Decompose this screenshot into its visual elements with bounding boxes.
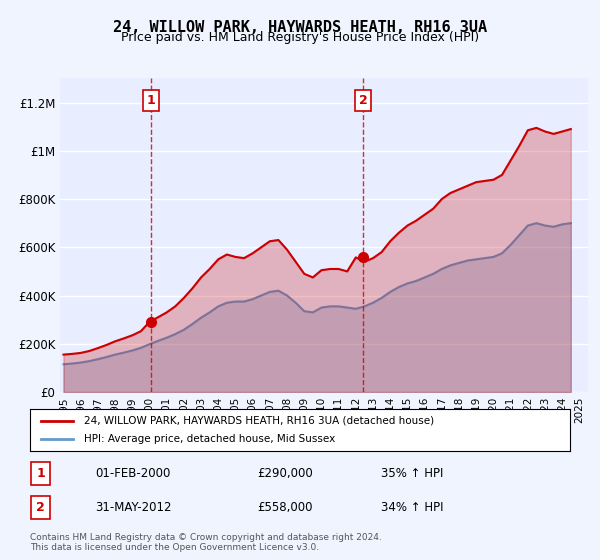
Text: 24, WILLOW PARK, HAYWARDS HEATH, RH16 3UA: 24, WILLOW PARK, HAYWARDS HEATH, RH16 3U… — [113, 20, 487, 35]
Text: 1: 1 — [146, 94, 155, 107]
Text: 24, WILLOW PARK, HAYWARDS HEATH, RH16 3UA (detached house): 24, WILLOW PARK, HAYWARDS HEATH, RH16 3U… — [84, 416, 434, 426]
Text: This data is licensed under the Open Government Licence v3.0.: This data is licensed under the Open Gov… — [30, 543, 319, 552]
Text: HPI: Average price, detached house, Mid Sussex: HPI: Average price, detached house, Mid … — [84, 434, 335, 444]
Text: Contains HM Land Registry data © Crown copyright and database right 2024.: Contains HM Land Registry data © Crown c… — [30, 533, 382, 542]
Text: £290,000: £290,000 — [257, 467, 313, 480]
Text: 31-MAY-2012: 31-MAY-2012 — [95, 501, 172, 514]
Text: Price paid vs. HM Land Registry's House Price Index (HPI): Price paid vs. HM Land Registry's House … — [121, 31, 479, 44]
Text: 1: 1 — [37, 467, 45, 480]
Text: 2: 2 — [359, 94, 367, 107]
Text: 2: 2 — [37, 501, 45, 514]
Text: 35% ↑ HPI: 35% ↑ HPI — [381, 467, 443, 480]
Text: £558,000: £558,000 — [257, 501, 312, 514]
Text: 34% ↑ HPI: 34% ↑ HPI — [381, 501, 443, 514]
Text: 01-FEB-2000: 01-FEB-2000 — [95, 467, 170, 480]
